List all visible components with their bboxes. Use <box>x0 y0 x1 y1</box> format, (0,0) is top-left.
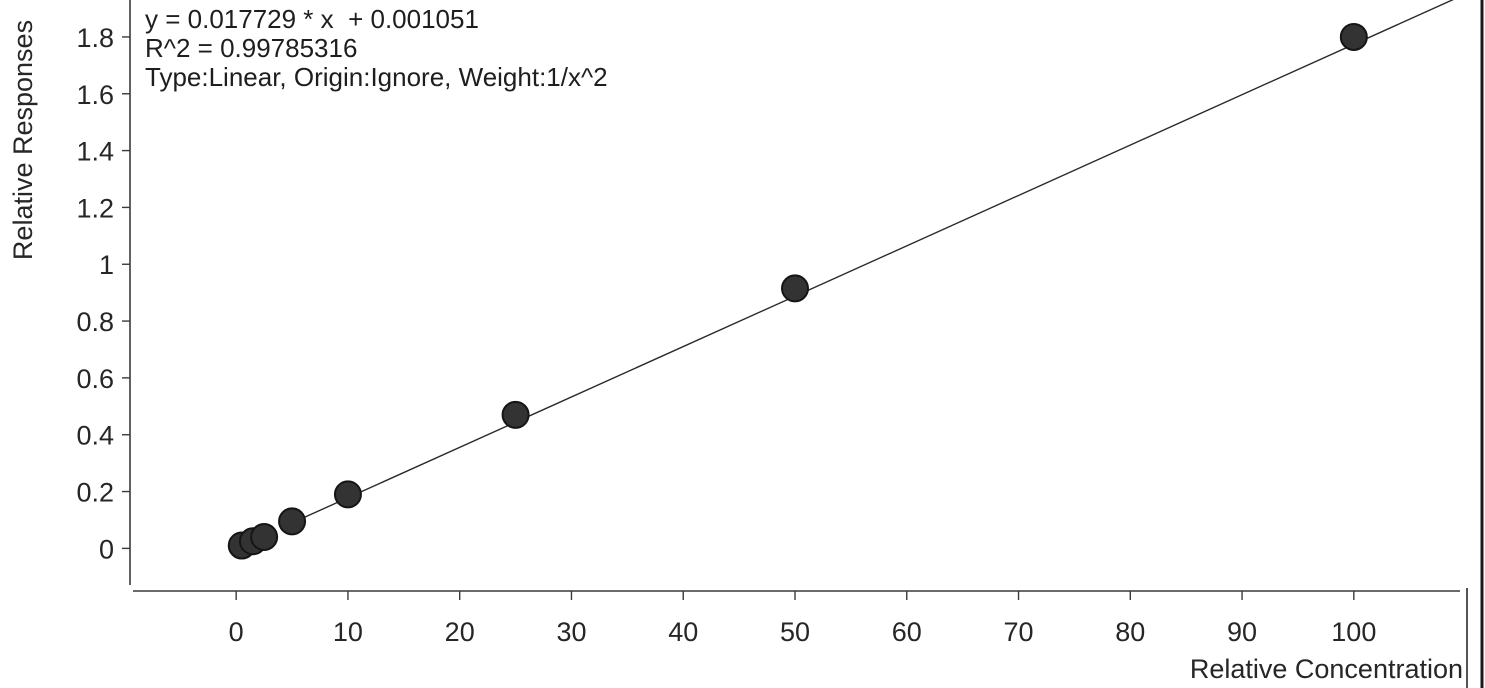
y-tick-label: 1 <box>99 250 114 280</box>
x-ticks: 0 10 20 30 40 50 60 70 80 90 100 <box>229 591 1376 647</box>
data-point <box>333 480 362 509</box>
y-tick-label: 1.8 <box>76 23 114 53</box>
x-tick-label: 60 <box>892 617 922 647</box>
fit-layer <box>291 0 1454 524</box>
r-squared-label: R^2 = 0.99785316 <box>145 33 357 63</box>
x-tick-label: 70 <box>1004 617 1034 647</box>
y-tick-label: 0.2 <box>76 478 114 508</box>
x-tick-label: 30 <box>556 617 586 647</box>
points-layer <box>227 22 1368 560</box>
data-point <box>781 274 809 303</box>
x-tick-label: 20 <box>445 617 475 647</box>
y-ticks: 0 0.2 0.4 0.6 0.8 1 1.2 1.4 1.6 1.8 <box>76 23 130 564</box>
regression-line <box>291 0 1454 524</box>
fit-annotation: y = 0.017729 * x + 0.001051 R^2 = 0.9978… <box>145 4 608 92</box>
y-tick-label: 0.8 <box>76 307 114 337</box>
x-axis-title: Relative Concentration <box>1190 654 1463 684</box>
y-tick-label: 1.2 <box>76 193 114 223</box>
axes <box>129 0 1484 688</box>
x-tick-label: 50 <box>780 617 810 647</box>
data-point <box>250 523 279 552</box>
data-point <box>501 400 530 429</box>
x-tick-label: 100 <box>1331 617 1376 647</box>
x-tick-label: 90 <box>1227 617 1257 647</box>
y-tick-label: 1.4 <box>76 137 114 167</box>
y-axis-title: Relative Responses <box>8 20 38 260</box>
equation-label: y = 0.017729 * x + 0.001051 <box>145 4 479 34</box>
y-tick-label: 0 <box>99 534 114 564</box>
x-tick-label: 40 <box>668 617 698 647</box>
x-tick-label: 0 <box>229 617 244 647</box>
fit-type-label: Type:Linear, Origin:Ignore, Weight:1/x^2 <box>145 62 608 92</box>
x-tick-label: 80 <box>1115 617 1145 647</box>
data-point <box>1339 22 1368 51</box>
y-tick-label: 0.6 <box>76 364 114 394</box>
y-tick-label: 0.4 <box>76 421 114 451</box>
data-point <box>278 507 307 536</box>
x-tick-label: 10 <box>333 617 363 647</box>
y-tick-label: 1.6 <box>76 80 114 110</box>
